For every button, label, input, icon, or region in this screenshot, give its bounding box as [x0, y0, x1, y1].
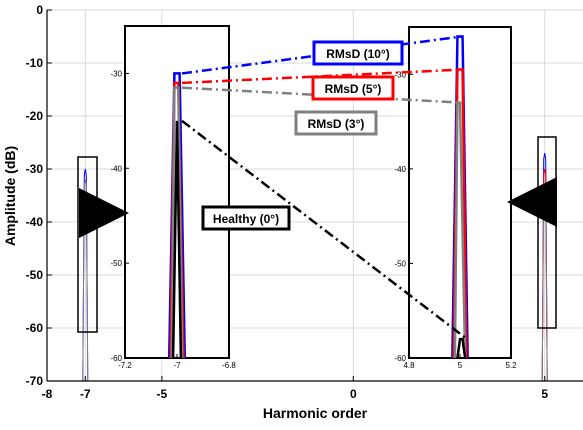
inset-x-tick-label: 5.2	[505, 361, 517, 370]
inset-x-tick-label: -7	[173, 361, 181, 370]
x-tick-label: -8	[42, 387, 53, 401]
series-label-box	[311, 75, 395, 101]
inset-trace	[171, 120, 183, 359]
inset-trace	[170, 86, 184, 359]
y-tick-label: -70	[26, 374, 44, 388]
inset-x-tick-label: -7.2	[118, 361, 132, 370]
inset-left: -30 -40 -50 -60-7.2 -7 -6.8	[110, 25, 236, 370]
x-axis-title: Harmonic order	[263, 405, 368, 421]
x-tick-label: -7	[80, 387, 91, 401]
x-tick-label: -5	[157, 387, 168, 401]
y-tick-label: -40	[26, 215, 44, 229]
series-label: RMsD (3°)	[308, 117, 365, 131]
inset-y-tick-label: -40	[394, 165, 406, 174]
inset-y-tick-label: -30	[394, 70, 406, 79]
spectrum-peak	[82, 179, 89, 382]
series-labels: Healthy (0°) RMsD (3°) RMsD (5°) RMsD (10°)	[201, 40, 404, 231]
series-label: RMsD (5°)	[325, 82, 382, 96]
inset-right: -30 -40 -50 -604.8 5 5.2	[394, 26, 517, 370]
series-label: Healthy (0°)	[213, 212, 279, 226]
zoom-boxes	[77, 136, 557, 333]
zoom-box-left	[77, 156, 98, 333]
series-label-box	[294, 110, 378, 136]
y-tick-label: -50	[26, 268, 44, 282]
main-axes: 0-10-20-30-40-50-60-70-8 -7 -5 0 5	[26, 3, 583, 401]
series-label-box	[312, 40, 404, 66]
inset-trace	[453, 101, 467, 359]
y-axis-title: Amplitude (dB)	[2, 146, 18, 246]
y-tick-label: -10	[26, 56, 44, 70]
y-tick-label: 0	[36, 3, 43, 17]
series-label-box	[201, 205, 291, 231]
inset-y-tick-label: -60	[394, 354, 406, 363]
inset-trace	[456, 337, 467, 359]
inset-x-tick-label: 5	[458, 361, 463, 370]
y-tick-label: -30	[26, 162, 44, 176]
y-tick-label: -60	[26, 321, 44, 335]
y-tick-label: -20	[26, 109, 44, 123]
inset-y-tick-label: -30	[110, 69, 122, 78]
inset-x-tick-label: 4.8	[403, 361, 415, 370]
inset-x-tick-label: -6.8	[222, 361, 236, 370]
x-tick-label: 0	[350, 387, 357, 401]
inset-y-tick-label: -40	[110, 164, 122, 173]
series-label: RMsD (10°)	[326, 47, 389, 61]
inset-y-tick-label: -50	[110, 259, 122, 268]
inset-y-tick-label: -60	[110, 354, 122, 363]
inset-y-tick-label: -50	[394, 259, 406, 268]
x-tick-label: 5	[541, 387, 548, 401]
zoom-box-right	[537, 136, 557, 329]
inset-frame	[408, 26, 512, 359]
